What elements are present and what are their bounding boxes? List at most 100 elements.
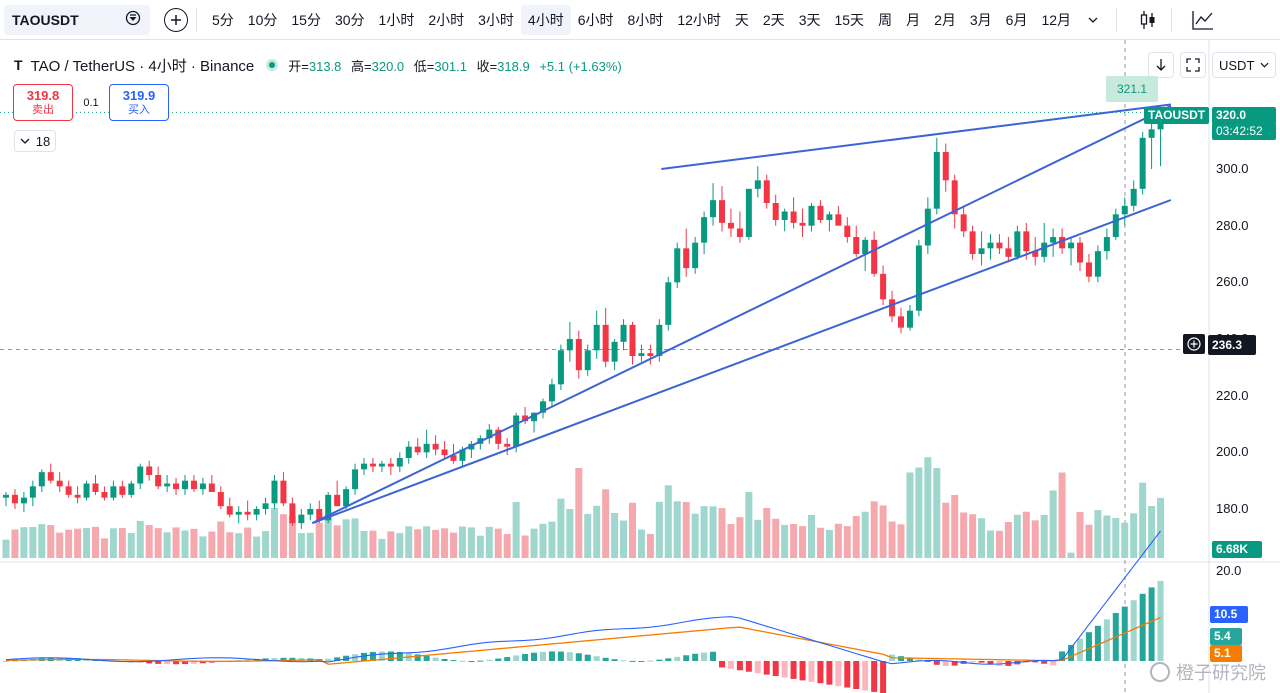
volume-bar [978, 518, 986, 558]
macd-histogram-bar [522, 653, 529, 661]
indicators-toggle[interactable]: 18 [14, 130, 56, 152]
macd-histogram-bar [853, 661, 860, 689]
volume-bar [450, 532, 457, 558]
interval-6[interactable]: 3小时 [478, 11, 514, 28]
volume-bar [47, 525, 55, 558]
interval-3[interactable]: 30分 [334, 11, 365, 28]
fullscreen-icon[interactable] [1180, 52, 1206, 78]
toolbar-divider [1116, 7, 1118, 32]
candle-body [969, 231, 976, 254]
macd-histogram-bar [477, 660, 484, 662]
macd-histogram-bar [531, 652, 538, 661]
interval-12[interactable]: 2天 [762, 11, 785, 28]
candle-body [889, 299, 896, 317]
macd-histogram-bar [674, 656, 681, 661]
macd-histogram-bar [164, 661, 171, 665]
sell-button[interactable]: 319.8 卖出 [13, 84, 73, 121]
buy-button[interactable]: 319.9 买入 [109, 84, 169, 121]
macd-histogram-bar [710, 651, 717, 661]
indicators-icon[interactable] [1188, 5, 1218, 35]
download-icon[interactable] [1148, 52, 1174, 78]
interval-13[interactable]: 3天 [798, 11, 821, 28]
candle-body [396, 458, 403, 467]
interval-2[interactable]: 15分 [291, 11, 321, 28]
interval-5[interactable]: 2小时 [428, 11, 465, 28]
interval-more-icon[interactable] [1078, 14, 1108, 26]
candle-body [1068, 242, 1075, 249]
interval-17[interactable]: 2月 [934, 11, 956, 28]
candle-body [862, 239, 869, 254]
interval-1[interactable]: 10分 [247, 11, 278, 28]
interval-8[interactable]: 6小时 [577, 11, 614, 28]
interval-11[interactable]: 天 [734, 11, 749, 28]
volume-bar [924, 457, 932, 558]
volume-bar [56, 532, 64, 558]
volume-bar [691, 513, 699, 558]
interval-14[interactable]: 15天 [834, 11, 865, 28]
candle-body [566, 339, 573, 351]
macd-histogram-bar [495, 658, 502, 661]
interval-10[interactable]: 12小时 [677, 11, 721, 28]
add-symbol-button[interactable] [164, 7, 188, 32]
compare-icon[interactable] [124, 10, 142, 29]
volume-bar [584, 513, 592, 558]
macd-histogram-bar [486, 659, 493, 661]
candle-body [101, 492, 108, 498]
candle-body [522, 415, 529, 422]
volume-bar [11, 529, 19, 558]
candle-body [11, 494, 18, 504]
volume-bar [306, 532, 314, 558]
currency-select[interactable]: USDT [1212, 52, 1276, 78]
interval-9[interactable]: 8小时 [627, 11, 664, 28]
macd-histogram-bar [951, 661, 958, 666]
macd-histogram-bar [155, 661, 162, 664]
volume-bar [405, 526, 413, 558]
macd-histogram-bar [199, 661, 206, 664]
volume-bar [485, 526, 493, 558]
macd-signal-line [5, 616, 1161, 665]
open-value: 313.8 [308, 58, 342, 74]
candle-body [128, 483, 135, 495]
add-alert-icon[interactable] [1183, 334, 1205, 354]
macd-histogram-bar [799, 661, 806, 681]
sell-label: 卖出 [32, 104, 54, 116]
high-marker: 321.1 [1106, 76, 1158, 102]
candle-body [647, 353, 654, 356]
symbol-search[interactable]: TAOUSDT [4, 4, 150, 35]
volume-bar [682, 502, 690, 558]
candle-body [1041, 242, 1048, 257]
interval-19[interactable]: 6月 [1005, 11, 1028, 28]
volume-bar [279, 514, 287, 558]
last-price-tag: 320.0 [1212, 107, 1276, 124]
candle-body [710, 200, 717, 218]
interval-0[interactable]: 5分 [212, 11, 234, 28]
candle-body [343, 489, 350, 507]
macd-histogram-bar [620, 660, 627, 662]
candle-body [781, 211, 788, 220]
candle-body [701, 217, 708, 243]
interval-7[interactable]: 4小时 [520, 4, 571, 35]
volume-bar [360, 531, 368, 558]
volume-bar [118, 527, 126, 558]
volume-bar [942, 502, 950, 558]
candle-body [289, 503, 296, 524]
chart-title[interactable]: TAO / TetherUS · 4小时 · Binance [30, 57, 255, 75]
candle-body [316, 509, 323, 521]
macd-histogram-bar [1148, 587, 1155, 661]
interval-4[interactable]: 1小时 [378, 11, 415, 28]
candle-body [951, 180, 958, 215]
interval-20[interactable]: 12月 [1041, 11, 1072, 28]
candle-type-icon[interactable] [1133, 5, 1163, 35]
volume-bar [288, 515, 296, 558]
interval-16[interactable]: 月 [906, 11, 921, 28]
volume-bar [763, 507, 771, 558]
volume-bar [611, 513, 619, 558]
volume-bar [414, 529, 422, 558]
trend-line [311, 199, 1172, 525]
interval-18[interactable]: 3月 [969, 11, 992, 28]
volume-bar [1157, 497, 1165, 558]
candle-body [208, 483, 215, 492]
price-chart[interactable] [0, 40, 1280, 693]
interval-15[interactable]: 周 [878, 11, 893, 28]
candle-body [92, 483, 99, 492]
